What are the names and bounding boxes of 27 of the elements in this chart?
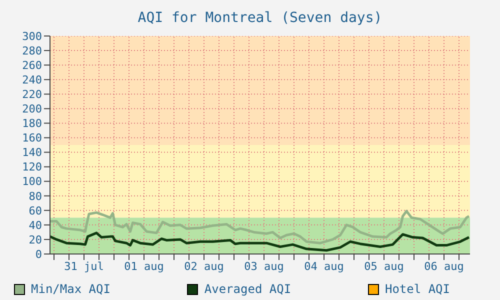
- y-tick-label: 220: [22, 88, 42, 102]
- y-tick-label: 80: [28, 190, 42, 203]
- y-tick-label: 100: [22, 175, 42, 188]
- y-tick-label: 240: [22, 74, 42, 87]
- y-tick-label: 160: [22, 132, 42, 145]
- x-tick-label: 05 aug: [364, 260, 404, 273]
- y-tick-label: 140: [22, 146, 42, 160]
- y-tick-label: 120: [22, 160, 42, 174]
- y-tick-label: 260: [22, 58, 42, 72]
- y-tick-label: 60: [28, 204, 42, 218]
- x-tick-label: 03 aug: [244, 260, 284, 273]
- y-tick-label: 40: [28, 218, 42, 232]
- chart-title: AQI for Montreal (Seven days): [136, 10, 384, 28]
- x-tick-label: 31 jul: [64, 260, 104, 273]
- y-tick-label: 300: [22, 30, 42, 43]
- x-tick-label: 06 aug: [424, 260, 464, 273]
- y-tick-label: 0: [35, 248, 42, 261]
- y-tick-label: 200: [22, 102, 42, 116]
- x-tick-label: 01 aug: [124, 260, 164, 273]
- y-tick-label: 180: [22, 117, 42, 130]
- y-tick-label: 280: [22, 44, 42, 58]
- x-tick-label: 04 aug: [304, 260, 344, 273]
- x-tick-label: 02 aug: [184, 260, 224, 273]
- legend-label: Hotel AQI: [384, 282, 450, 296]
- legend-label: Min/Max AQI: [31, 282, 110, 296]
- y-tick-label: 20: [28, 233, 42, 246]
- legend-label: Averaged AQI: [204, 282, 292, 296]
